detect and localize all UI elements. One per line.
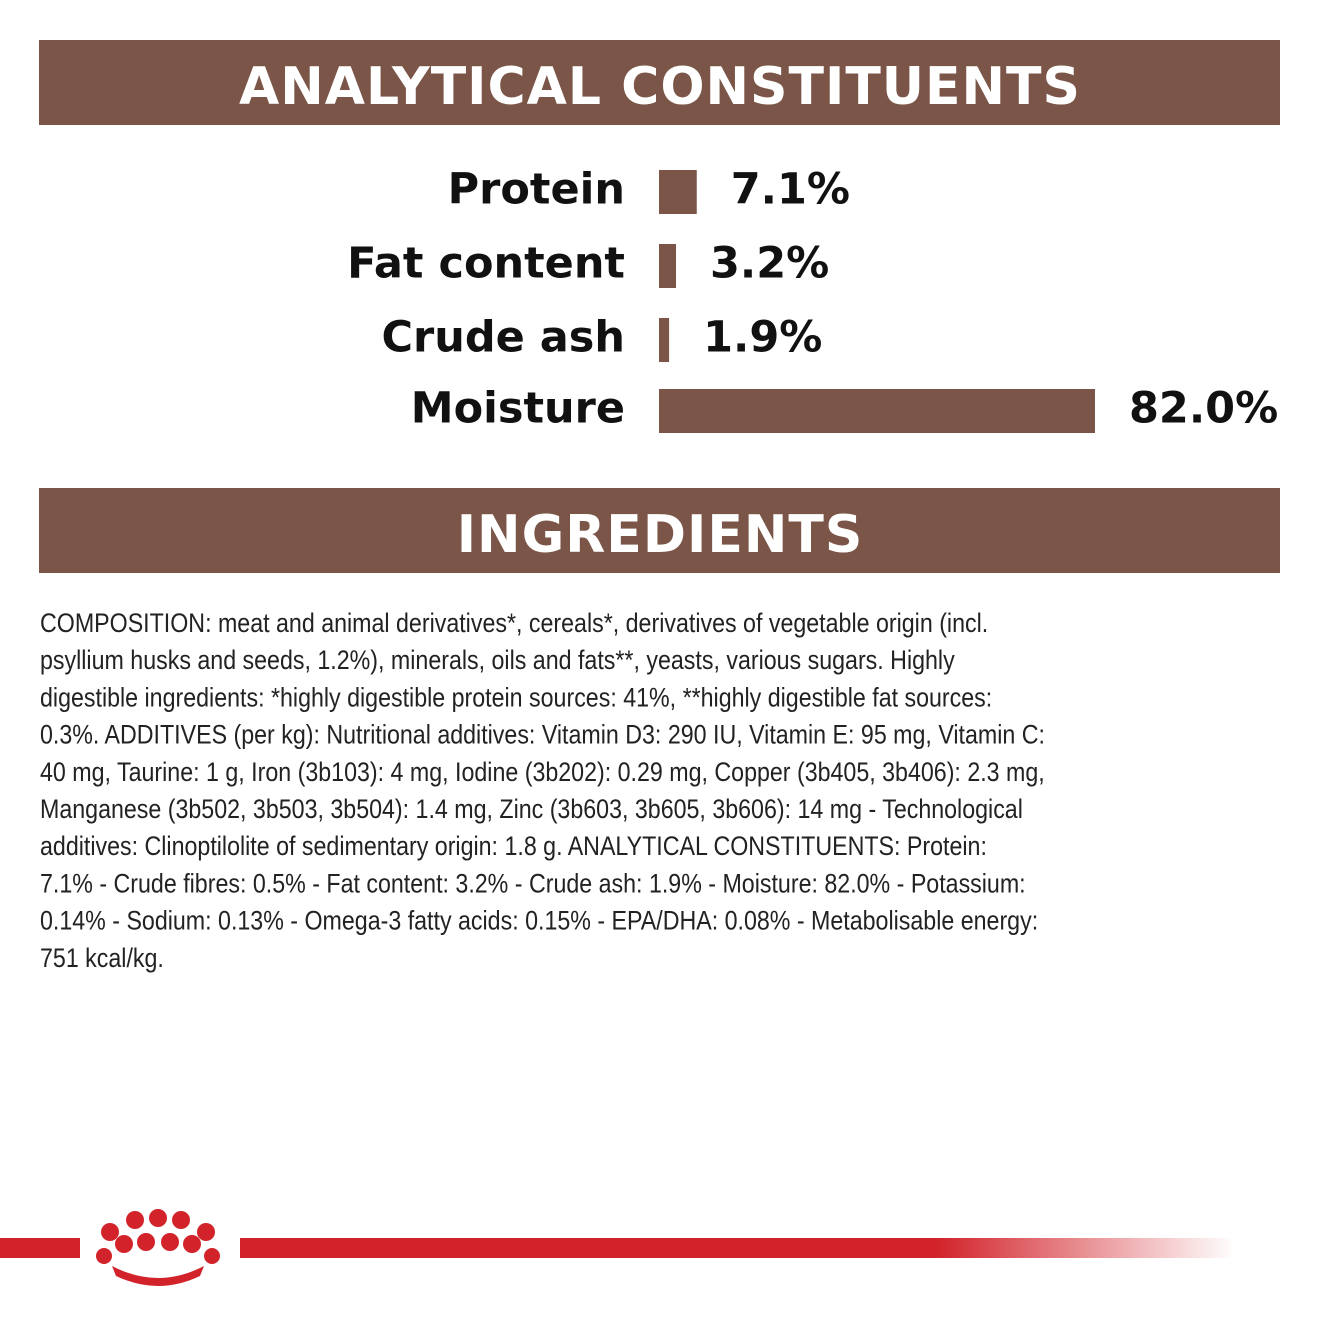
value-label: 1.9% [703, 313, 822, 363]
ingredients-line: 751 kcal/kg. [40, 943, 164, 973]
ingredients-line: digestible ingredients: *highly digestib… [40, 683, 992, 713]
value-label: 3.2% [710, 239, 829, 289]
header-band [39, 40, 1280, 125]
bar [659, 244, 677, 288]
bar [659, 389, 1095, 433]
ingredients-line: 0.3%. ADDITIVES (per kg): Nutritional ad… [40, 720, 1045, 750]
category-label: Crude ash [381, 313, 625, 363]
ingredients-line: COMPOSITION: meat and animal derivatives… [40, 608, 988, 638]
category-label: Protein [448, 165, 625, 215]
ingredients-line: additives: Clinoptilolite of sedimentary… [40, 832, 987, 862]
category-label: Fat content [347, 239, 625, 289]
ingredients-line: 7.1% - Crude fibres: 0.5% - Fat content:… [40, 869, 1026, 899]
ingredients-line: 0.14% - Sodium: 0.13% - Omega-3 fatty ac… [40, 906, 1038, 936]
chart-title: ANALYTICAL CONSTITUENTS [239, 57, 1081, 117]
ingredients-title: INGREDIENTS [457, 505, 864, 565]
ingredients-line: 40 mg, Taurine: 1 g, Iron (3b103): 4 mg,… [40, 757, 1045, 787]
ingredients-line: Manganese (3b502, 3b503, 3b504): 1.4 mg,… [40, 794, 1023, 824]
category-label: Moisture [411, 384, 625, 434]
ingredients-text: COMPOSITION: meat and animal derivatives… [40, 608, 1045, 973]
logo [0, 1209, 1235, 1286]
header-band [39, 488, 1280, 573]
ingredients-line: psyllium husks and seeds, 1.2%), mineral… [40, 646, 955, 676]
bar [659, 170, 697, 214]
value-label: 82.0% [1129, 384, 1278, 434]
value-label: 7.1% [731, 165, 850, 215]
bar [659, 318, 670, 362]
